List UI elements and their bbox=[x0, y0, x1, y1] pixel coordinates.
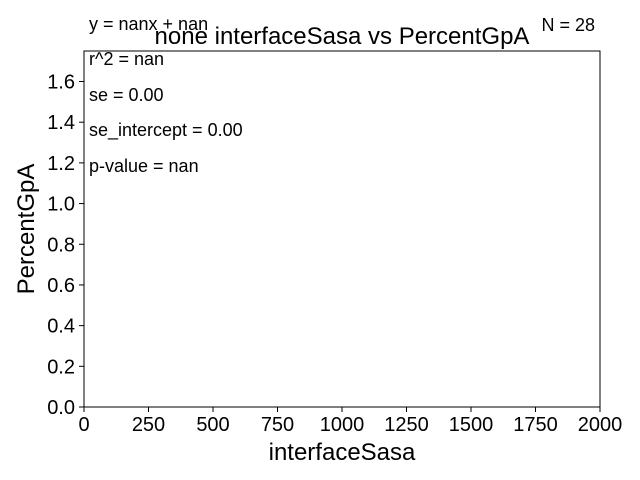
x-tick-label: 1250 bbox=[384, 414, 429, 436]
sample-size-annotation: N = 28 bbox=[541, 15, 595, 35]
y-tick-label: 1.2 bbox=[47, 153, 75, 175]
y-axis-ticks: 0.0 0.2 0.4 0.6 0.8 1.0 1.2 1.4 1.6 bbox=[47, 72, 84, 419]
p-value-annotation: p-value = nan bbox=[89, 156, 199, 176]
x-tick-label: 1750 bbox=[513, 414, 558, 436]
y-tick-label: 0.0 bbox=[47, 397, 75, 419]
y-tick-label: 1.6 bbox=[47, 72, 75, 94]
plot-frame bbox=[83, 50, 601, 408]
x-tick-label: 250 bbox=[132, 414, 165, 436]
standard-error-annotation: se = 0.00 bbox=[89, 85, 164, 105]
x-tick-label: 500 bbox=[196, 414, 229, 436]
x-tick-label: 2000 bbox=[578, 414, 623, 436]
y-tick-label: 0.6 bbox=[47, 275, 75, 297]
x-tick-label: 0 bbox=[78, 414, 89, 436]
equation-annotation: y = nanx + nan bbox=[89, 14, 208, 34]
y-axis-label: PercentGpA bbox=[13, 164, 40, 295]
y-tick-label: 0.4 bbox=[47, 316, 75, 338]
y-tick-label: 1.0 bbox=[47, 194, 75, 216]
y-tick-label: 0.2 bbox=[47, 356, 75, 378]
r-squared-annotation: r^2 = nan bbox=[89, 49, 164, 69]
x-axis-label: interfaceSasa bbox=[269, 439, 416, 466]
y-tick-label: 0.8 bbox=[47, 234, 75, 256]
y-tick-label: 1.4 bbox=[47, 112, 75, 134]
x-tick-label: 750 bbox=[261, 414, 294, 436]
x-tick-label: 1500 bbox=[449, 414, 494, 436]
x-axis-ticks: 0 250 500 750 1000 1250 1500 1750 2000 bbox=[78, 407, 622, 436]
plot-area bbox=[84, 51, 600, 407]
intercept-standard-error-annotation: se_intercept = 0.00 bbox=[89, 120, 243, 141]
x-tick-label: 1000 bbox=[320, 414, 365, 436]
chart-title: none interfaceSasa vs PercentGpA bbox=[155, 23, 530, 50]
